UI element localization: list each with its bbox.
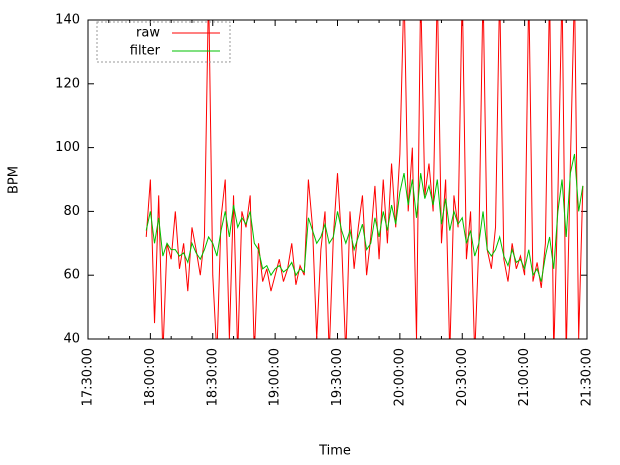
y-tick-label: 120 (55, 76, 80, 91)
y-tick-label: 40 (63, 332, 80, 347)
x-tick-label: 21:00:00 (517, 348, 532, 406)
legend-label: filter (130, 44, 161, 59)
y-tick-label: 80 (63, 204, 80, 219)
legend-label: raw (136, 26, 160, 41)
x-tick-label: 18:00:00 (143, 348, 158, 406)
y-tick-label: 140 (55, 13, 80, 28)
y-tick-label: 60 (63, 268, 80, 283)
y-axis-label: BPM (7, 166, 22, 194)
x-tick-label: 19:00:00 (268, 348, 283, 406)
x-tick-label: 17:30:00 (81, 348, 96, 406)
x-tick-label: 20:30:00 (455, 348, 470, 406)
plot-frame (87, 19, 588, 340)
series-line (145, 20, 584, 339)
x-tick-label: 20:00:00 (392, 348, 407, 406)
x-tick-label: 21:30:00 (580, 348, 595, 406)
legend-box (96, 21, 231, 63)
series-line (145, 153, 584, 282)
x-axis-label: Time (318, 444, 351, 459)
y-tick-label: 100 (55, 140, 80, 155)
plot-area (145, 20, 584, 339)
x-tick-label: 19:30:00 (330, 348, 345, 406)
x-tick-label: 18:30:00 (205, 348, 220, 406)
